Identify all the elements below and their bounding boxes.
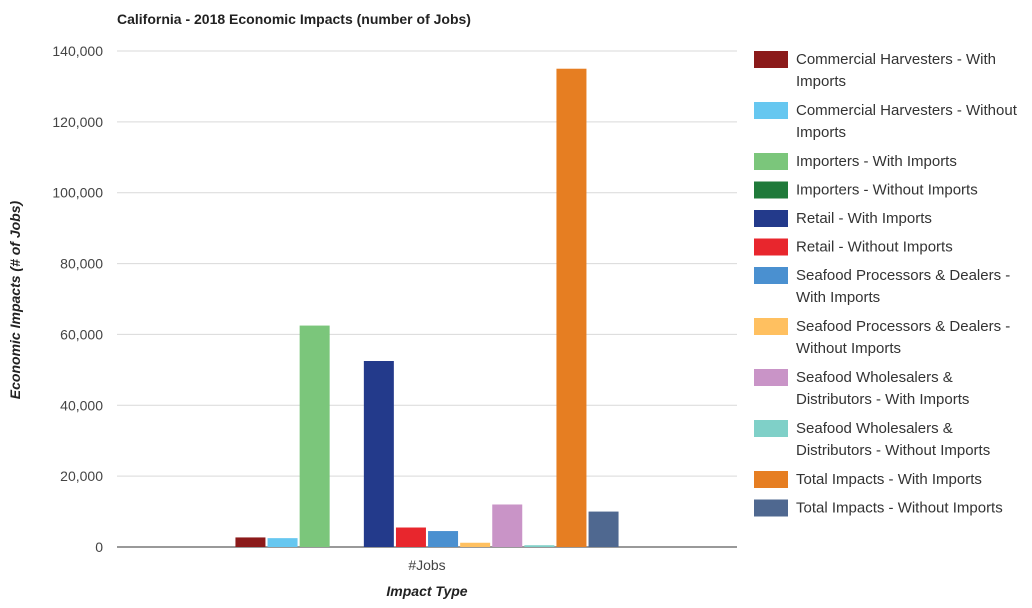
legend-label: Total Impacts - With Imports [796,471,982,488]
gridlines [117,50,737,548]
legend-swatch [754,153,788,170]
legend-label: Importers - With Imports [796,153,957,170]
legend-label: Importers - Without Imports [796,182,978,199]
y-axis-label: Economic Impacts (# of Jobs) [7,200,23,399]
legend-swatch [754,181,788,199]
legend-label: Commercial Harvesters - With Imports [796,51,996,90]
bar-2 [267,538,298,547]
y-tick-label: 80,000 [60,256,103,272]
legend-swatch [754,471,788,488]
legend-label: Commercial Harvesters - Without Imports [796,102,1018,141]
x-axis-ticks: #Jobs [408,557,445,573]
y-tick-label: 20,000 [60,468,103,484]
legend-label: Seafood Processors & Dealers -With Impor… [796,267,1010,306]
bar-10 [524,545,555,547]
legend-swatch [754,369,788,386]
legend-swatch [754,420,788,437]
bar-11 [556,68,587,547]
legend-label: Total Impacts - Without Imports [796,500,1003,517]
y-tick-label: 0 [95,539,103,555]
y-axis-ticks: 0 20,000 40,000 60,000 80,000 100,000 120,000 1… [52,43,103,555]
legend-swatch [754,318,788,335]
chart-title: California - 2018 Economic Impacts (numb… [117,11,471,27]
bar-3 [299,325,330,547]
bar-1 [235,537,266,547]
bar-6 [395,527,426,547]
x-tick-label: #Jobs [408,557,445,573]
y-tick-label: 40,000 [60,397,103,413]
legend-swatch [754,267,788,284]
bars [235,68,619,547]
bar-5 [363,361,394,547]
legend-swatch [754,51,788,68]
legend-label: Seafood Processors & Dealers -Without Im… [796,318,1010,357]
legend: Commercial Harvesters - With Imports Comme… [754,51,1018,517]
legend-label: Retail - Without Imports [796,239,953,256]
legend-label: Seafood Wholesalers & Distributors - With… [796,420,990,459]
legend-swatch [754,499,788,517]
legend-label: Seafood Wholesalers & Distributors - With… [796,369,969,408]
y-tick-label: 60,000 [60,326,103,342]
legend-swatch [754,102,788,119]
bar-7 [428,531,459,547]
y-tick-label: 140,000 [52,43,103,59]
legend-swatch [754,210,788,227]
y-tick-label: 120,000 [52,114,103,130]
legend-label: Retail - With Imports [796,210,932,227]
x-axis-label: Impact Type [386,583,467,599]
bar-9 [492,504,523,547]
bar-12 [588,511,619,547]
y-tick-label: 100,000 [52,185,103,201]
bar-8 [460,542,491,547]
legend-swatch [754,238,788,256]
